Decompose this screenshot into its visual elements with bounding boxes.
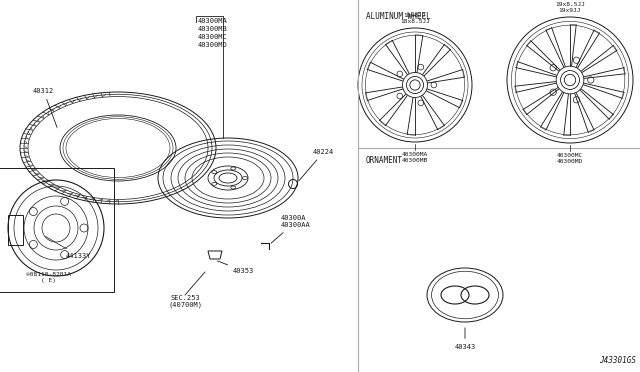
Text: 40353: 40353 [218,261,254,274]
Text: 19x8.5JJ
19x9JJ: 19x8.5JJ 19x9JJ [555,2,585,13]
Text: 40224: 40224 [299,149,334,181]
Text: J43301GS: J43301GS [599,356,636,365]
Text: 40312: 40312 [33,88,57,127]
Text: 44133Y: 44133Y [45,237,92,259]
Text: ALUMINUM WHEEL: ALUMINUM WHEEL [366,12,431,21]
Text: 40300A
40300AA: 40300A 40300AA [271,215,311,243]
Text: 40343: 40343 [454,328,476,350]
Text: 40300MA
40300MB
40300MC
40300MD: 40300MA 40300MB 40300MC 40300MD [198,18,228,48]
Text: ORNAMENT: ORNAMENT [366,156,403,165]
Text: 18x8JJ
18x8.5JJ: 18x8JJ 18x8.5JJ [400,13,430,24]
Polygon shape [208,251,222,259]
Text: SEC.253
(40700M): SEC.253 (40700M) [168,295,202,308]
Text: 40300MA
40300MB: 40300MA 40300MB [402,152,428,163]
Text: 40300MC
40300MD: 40300MC 40300MD [557,153,583,164]
Text: ®08110-8201A
    ( E): ®08110-8201A ( E) [26,272,71,283]
Bar [0,168,114,292]
